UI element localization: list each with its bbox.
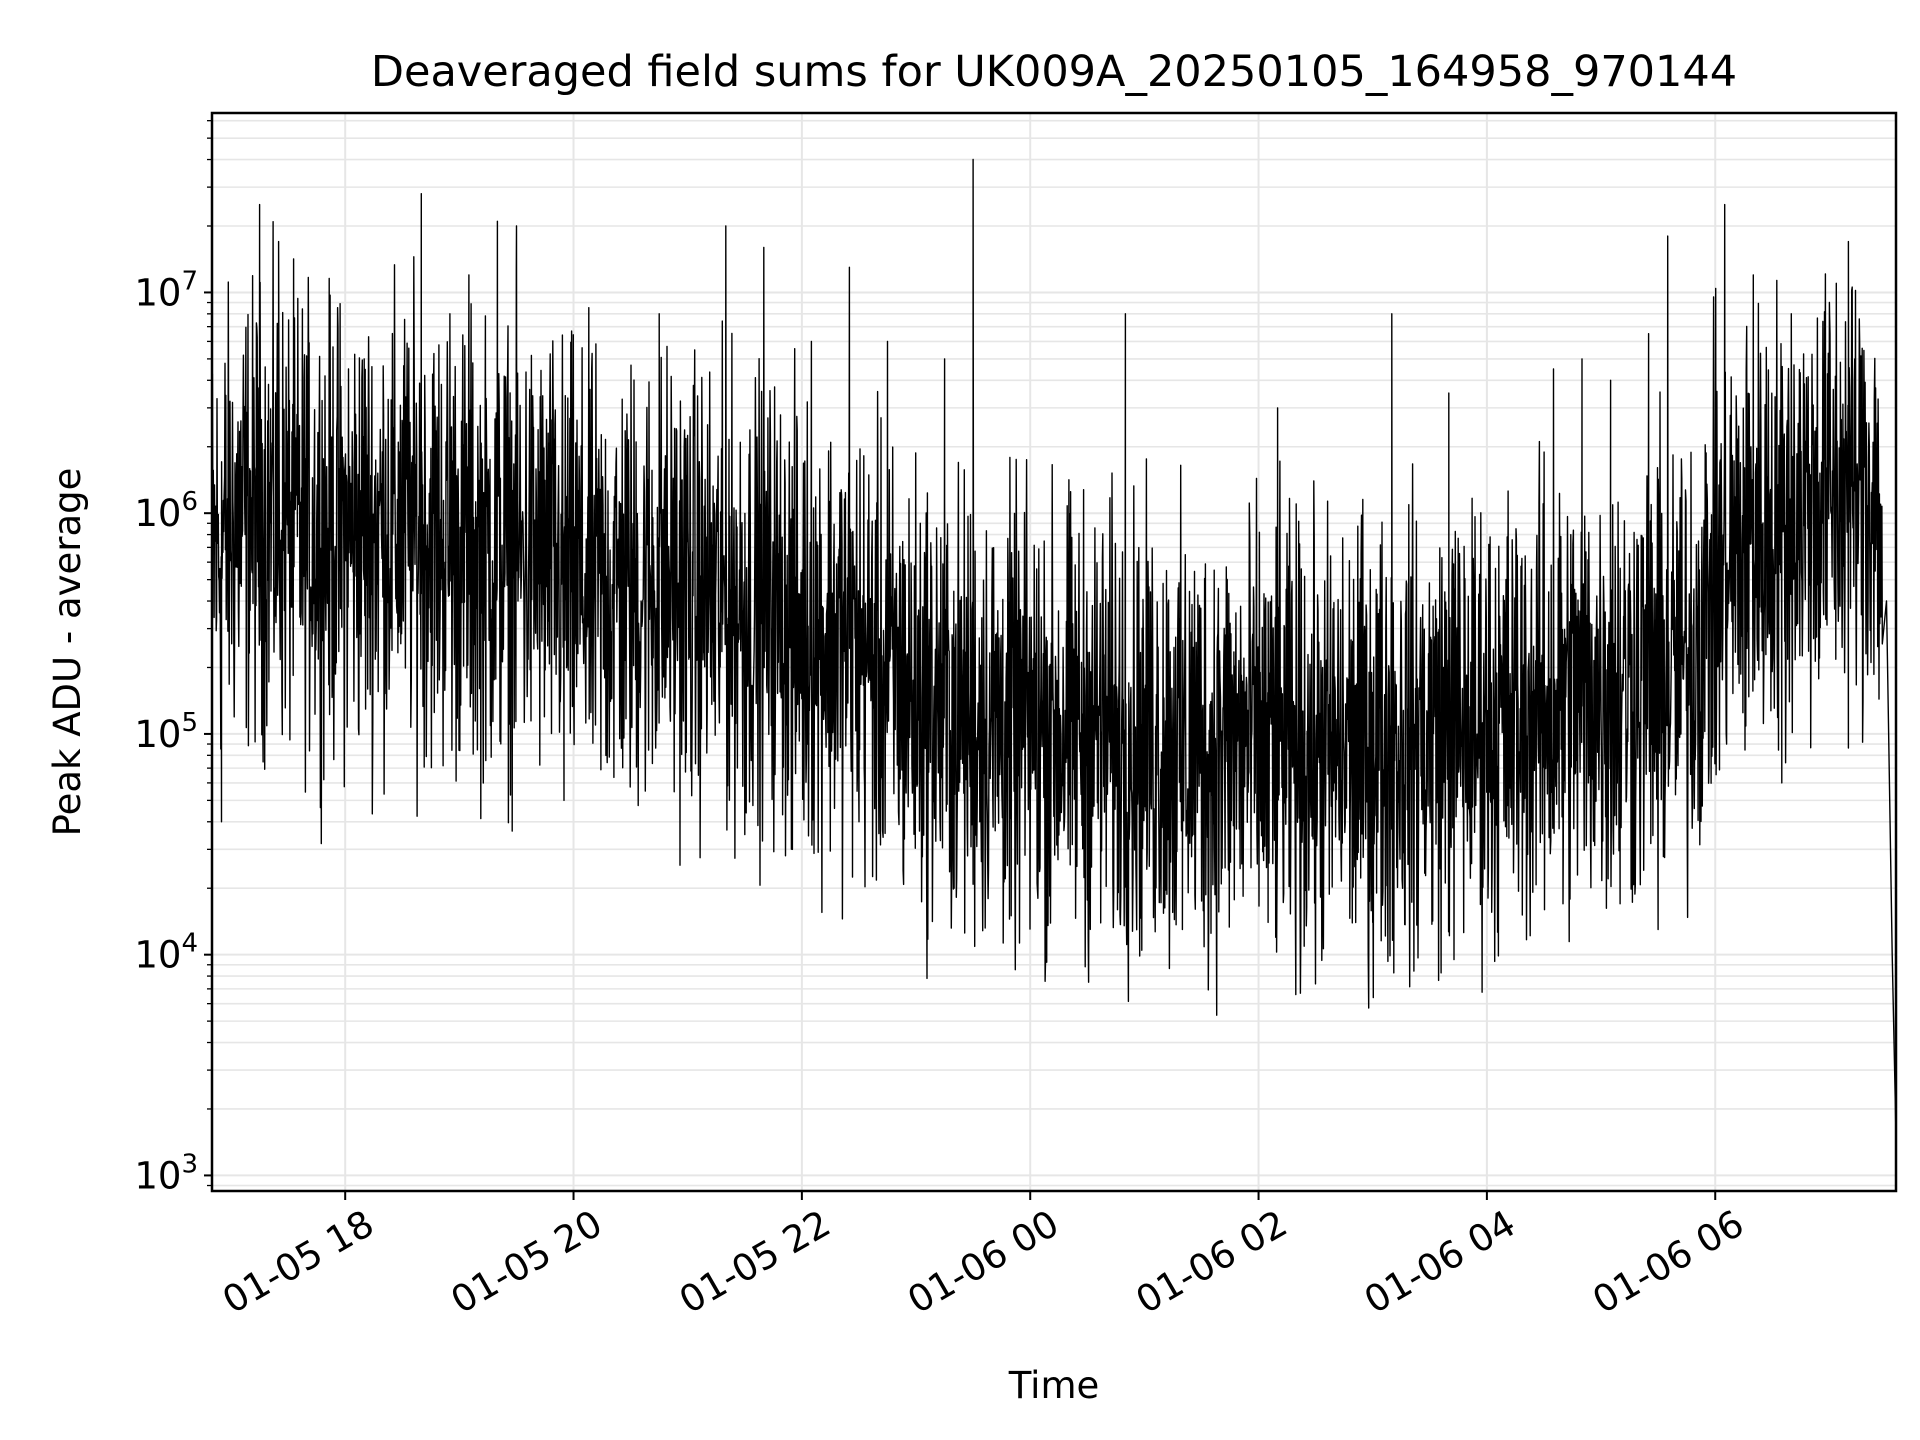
y-tick-label: 104 — [134, 929, 198, 977]
y-tick-base: 10 — [134, 1154, 181, 1197]
series — [211, 158, 1897, 1137]
y-tick-base: 10 — [134, 492, 181, 535]
y-axis-label: Peak ADU - average — [46, 468, 89, 837]
x-axis-label: Time — [1008, 1364, 1100, 1407]
y-tick-exponent: 3 — [181, 1149, 198, 1179]
plot-frame — [210, 111, 1898, 1193]
y-tick-label: 103 — [134, 1149, 198, 1197]
y-tick-base: 10 — [134, 934, 181, 977]
y-tick-exponent: 7 — [181, 266, 198, 296]
y-tick-label: 107 — [134, 266, 198, 314]
y-tick-exponent: 6 — [181, 487, 198, 517]
y-tick-label: 105 — [134, 708, 198, 756]
y-tick-exponent: 4 — [181, 929, 198, 959]
y-tick-base: 10 — [134, 271, 181, 314]
series-line — [211, 158, 1897, 1137]
chart-title: Deaveraged field sums for UK009A_2025010… — [371, 47, 1737, 97]
y-tick-base: 10 — [134, 713, 181, 756]
y-tick-exponent: 5 — [181, 708, 198, 738]
y-tick-label: 106 — [134, 487, 198, 535]
